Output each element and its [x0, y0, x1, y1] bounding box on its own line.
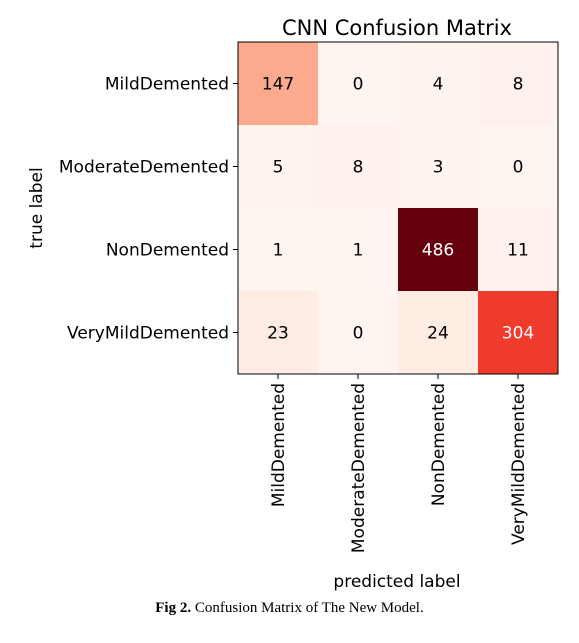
cell-value: 8 [353, 158, 364, 178]
cell-value: 304 [502, 324, 534, 344]
heatmap-cell [398, 42, 478, 125]
cell-value: 1 [273, 241, 284, 261]
heatmap-cell [238, 291, 318, 374]
cell-value: 8 [513, 75, 524, 95]
plot-frame [237, 41, 559, 375]
x-tick-label: VeryMildDemented [509, 383, 529, 545]
cell-value: 23 [267, 324, 289, 344]
heatmap-cell [398, 125, 478, 208]
x-axis-ticks: MildDemented ModerateDemented NonDemented V… [269, 374, 529, 553]
x-tick-label: MildDemented [269, 383, 289, 507]
y-axis-ticks: MildDemented ModerateDemented NonDemented V… [59, 75, 238, 344]
heatmap-cell [398, 208, 478, 291]
x-axis-label: predicted label [333, 572, 460, 592]
heatmap-cell [478, 208, 558, 291]
y-axis-label: true label [27, 167, 47, 248]
y-tick-label: VeryMildDemented [67, 324, 229, 344]
cell-value: 0 [353, 324, 364, 344]
heatmap-cell [318, 42, 398, 125]
cell-value: 4 [433, 75, 444, 95]
x-tick-label: NonDemented [429, 383, 449, 506]
cell-value: 3 [433, 158, 444, 178]
confusion-matrix-chart: CNN Confusion Matrix 147 0 4 85 8 3 01 1 486 1123… [27, 16, 559, 592]
cell-value: 0 [353, 75, 364, 95]
figure-caption: Fig 2. Confusion Matrix of The New Model… [0, 600, 579, 617]
cell-value: 0 [513, 158, 524, 178]
chart-title: CNN Confusion Matrix [282, 16, 512, 40]
cell-value: 5 [273, 158, 284, 178]
cell-value: 1 [353, 241, 364, 261]
heatmap-cell [318, 125, 398, 208]
figure-caption-text: Confusion Matrix of The New Model. [191, 600, 424, 616]
cell-value: 147 [262, 75, 294, 95]
heatmap-cell [478, 291, 558, 374]
heatmap-cell [238, 125, 318, 208]
y-tick-label: ModerateDemented [59, 158, 229, 178]
cell-value: 24 [427, 324, 449, 344]
figure-caption-label: Fig 2. [155, 600, 192, 616]
y-tick-label: MildDemented [105, 75, 229, 95]
heatmap-cell [318, 208, 398, 291]
y-tick-label: NonDemented [106, 241, 229, 261]
heatmap-cell [238, 42, 318, 125]
heatmap-cell [318, 291, 398, 374]
heatmap-cell [238, 208, 318, 291]
x-tick-label: ModerateDemented [349, 383, 369, 553]
cell-value: 486 [422, 241, 454, 261]
heatmap-cell [398, 291, 478, 374]
heatmap-cell [478, 42, 558, 125]
heatmap-cell [478, 125, 558, 208]
heatmap-cells [238, 42, 558, 374]
cell-value: 11 [507, 241, 529, 261]
